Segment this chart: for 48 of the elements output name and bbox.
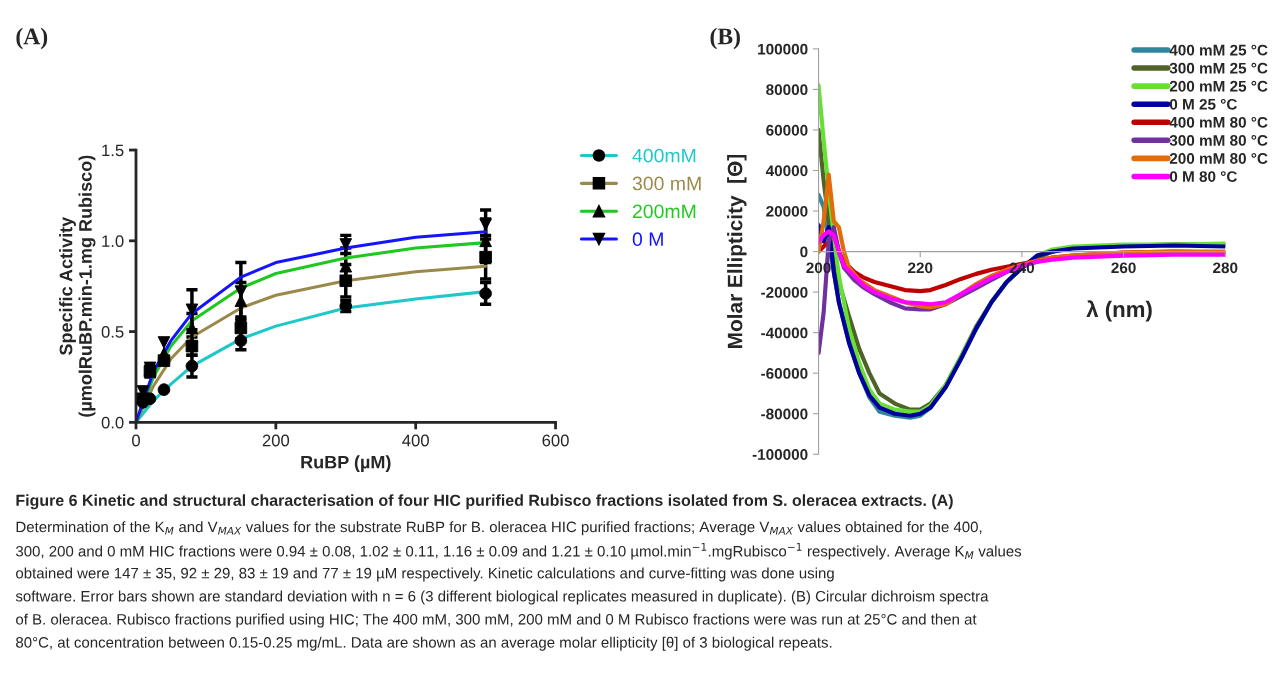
- x-tick-label: 240: [1009, 262, 1035, 274]
- x-axis-title: λ (nm): [1086, 300, 1152, 322]
- legend-label: 0 M 80 °C: [1169, 171, 1237, 182]
- y-tick-label: -40000: [761, 327, 808, 339]
- legend-label: 200 mM 25 °C: [1169, 80, 1268, 92]
- text: (B): [710, 27, 740, 50]
- x-tick-label: 260: [1111, 262, 1136, 274]
- legend-label: 300 mM 80 °C: [1169, 135, 1268, 146]
- y-tick-label: 0.5: [101, 325, 124, 338]
- legend-label: 200mM: [632, 204, 696, 219]
- text: software. Error bars shown are standard deviation with n = 6 (3 different biological replicates measured in duplicate). (B) Circular dichroism spectra: [15, 590, 989, 605]
- x-tick-label: 280: [1213, 262, 1238, 274]
- text: obtained were 147 ± 35, 92 ± 29, 83 ± 19 and 77 ± 19 µM respectively. Kinetic calculations and curve-fitting was done using: [16, 567, 834, 582]
- y-tick-label: 20000: [766, 205, 808, 217]
- y-axis-title: Specific Activity (µmolRuBP.min-1.mg Rubisco): [59, 155, 96, 417]
- y-tick-label: 80000: [766, 84, 808, 96]
- x-tick-label: 220: [908, 262, 933, 274]
- text: (A): [16, 27, 48, 50]
- legend-label: 300 mM: [632, 176, 701, 191]
- legend-label: 200 mM 80 °C: [1169, 153, 1268, 164]
- legend-label: 0 M 25 °C: [1169, 98, 1237, 110]
- y-tick-label: 1.5: [102, 144, 124, 157]
- y-tick-label: 0: [800, 246, 808, 258]
- legend-label: 300 mM 25 °C: [1169, 62, 1268, 74]
- x-tick-label: 200: [262, 434, 290, 447]
- y-tick-label: 60000: [766, 124, 808, 136]
- y-tick-label: 40000: [765, 165, 808, 177]
- legend-label: 400 mM 25 °C: [1169, 44, 1268, 56]
- y-tick-label: -100000: [752, 449, 808, 460]
- x-tick-label: 0: [132, 434, 140, 447]
- y-axis-title: Molar Ellipticity [Θ]: [727, 154, 747, 348]
- y-tick-label: -60000: [761, 368, 808, 379]
- legend-label: 0 M: [632, 232, 663, 247]
- legend-label: 400mM: [632, 148, 696, 163]
- y-tick-label: 1.0: [102, 235, 124, 248]
- y-tick-label: 0.0: [101, 416, 124, 429]
- y-tick-label: 100000: [758, 43, 808, 55]
- text: 300, 200 and 0 mM HIC fractions were 0.94 ± 0.08, 1.02 ± 0.11, 1.16 ± 0.09 and 1.21 ± 0.10 µmol.min$^{−1}$.mgRubisco$^{−1}$ respectively. Average K$_{M}$ values: [15, 543, 1022, 560]
- y-tick-label: -20000: [761, 286, 808, 298]
- text: of B. oleracea. Rubisco fractions purified using HIC; The 400 mM, 300 mM, 200 mM and 0 M Rubisco fractions were was run at 25°C and then at: [16, 613, 977, 628]
- text: 80°C, at concentration between 0.15-0.25 mg/mL. Data are shown as an average molar ellipticity [θ] of 3 biological repeats.: [16, 636, 832, 651]
- y-tick-label: -80000: [761, 408, 808, 420]
- x-axis-title: RuBP (µM): [301, 455, 391, 473]
- caption: Figure 6 Kinetic and structural characterisation of four HIC purified Rubisco fractions isolated from S. oleracea extracts. (A): [16, 494, 953, 510]
- x-tick-label: 600: [542, 434, 569, 447]
- text: Determination of the K$_{M}$ and V$_{MAX}$ values for the substrate RuBP for B. oleracea HIC purified fractions; Average V$_{MAX}$ values obtained for the 400,: [16, 521, 982, 536]
- x-tick-label: 400: [402, 434, 429, 447]
- legend-label: 400 mM 80 °C: [1169, 116, 1268, 128]
